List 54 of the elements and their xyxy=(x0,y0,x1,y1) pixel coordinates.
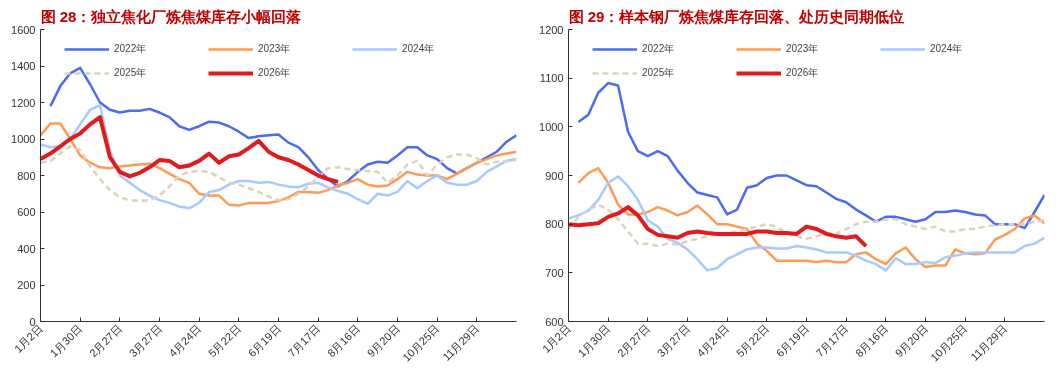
x-tick-label: 2月27日 xyxy=(615,322,653,360)
legend-label: 2022年 xyxy=(642,42,676,56)
x-tick-label: 8月16日 xyxy=(853,322,891,360)
legend-label: 2024年 xyxy=(930,42,964,56)
x-tick-label: 9月20日 xyxy=(892,322,930,360)
y-tick-label: 1000 xyxy=(11,133,36,145)
legend-label: 2024年 xyxy=(402,42,436,56)
x-tick-label: 3月27日 xyxy=(126,322,164,360)
x-tick-label: 10月25日 xyxy=(928,322,970,364)
x-tick-label: 5月22日 xyxy=(206,322,244,360)
y-tick-label: 1200 xyxy=(11,96,36,109)
x-tick-label: 9月20日 xyxy=(364,322,402,360)
line-series xyxy=(568,205,868,249)
y-tick-label: 1600 xyxy=(11,23,36,36)
line-series xyxy=(40,122,517,207)
y-tick-label: 200 xyxy=(17,279,36,291)
x-tick-label: 6月19日 xyxy=(245,322,283,360)
x-tick-label: 5月22日 xyxy=(734,322,772,360)
y-tick-label: 800 xyxy=(17,169,36,182)
y-tick-label: 1200 xyxy=(539,23,564,36)
x-tick-label: 11月29日 xyxy=(968,322,1010,364)
x-tick-label: 4月24日 xyxy=(694,322,732,360)
legend-label: 2023年 xyxy=(786,42,820,56)
chart-title: 图 29：样本钢厂炼焦煤库存回落、处历史同期低位 xyxy=(568,7,905,25)
x-tick-label: 7月17日 xyxy=(285,322,323,360)
legend-label: 2023年 xyxy=(258,42,292,56)
x-tick-label: 7月17日 xyxy=(813,322,851,360)
y-tick-label: 700 xyxy=(545,266,564,279)
line-series xyxy=(40,115,340,184)
y-tick-label: 900 xyxy=(545,169,564,182)
y-tick-label: 600 xyxy=(17,206,36,218)
y-tick-label: 800 xyxy=(545,218,564,231)
chart-title: 图 28：独立焦化厂炼焦煤库存小幅回落 xyxy=(40,7,303,25)
x-tick-label: 6月19日 xyxy=(773,322,811,360)
legend-label: 2026年 xyxy=(786,66,820,80)
x-tick-label: 10月25日 xyxy=(400,322,442,364)
line-series xyxy=(40,145,517,203)
y-tick-label: 1000 xyxy=(539,120,564,133)
y-tick-label: 400 xyxy=(17,242,36,255)
x-tick-label: 2月27日 xyxy=(87,322,125,360)
x-tick-label: 4月24日 xyxy=(166,322,204,360)
legend-label: 2026年 xyxy=(258,66,292,80)
x-tick-label: 11月29日 xyxy=(440,322,482,364)
line-series xyxy=(577,81,1045,230)
line-series xyxy=(568,203,1045,248)
x-tick-label: 8月16日 xyxy=(325,322,363,360)
legend-label: 2025年 xyxy=(114,66,148,80)
legend-label: 2022年 xyxy=(114,42,148,56)
x-tick-label: 1月30日 xyxy=(575,322,613,360)
x-tick-label: 3月27日 xyxy=(654,322,692,360)
y-tick-label: 1400 xyxy=(11,60,36,72)
x-tick-label: 1月30日 xyxy=(47,322,85,360)
y-tick-label: 1100 xyxy=(539,72,564,85)
legend-label: 2025年 xyxy=(642,66,676,80)
